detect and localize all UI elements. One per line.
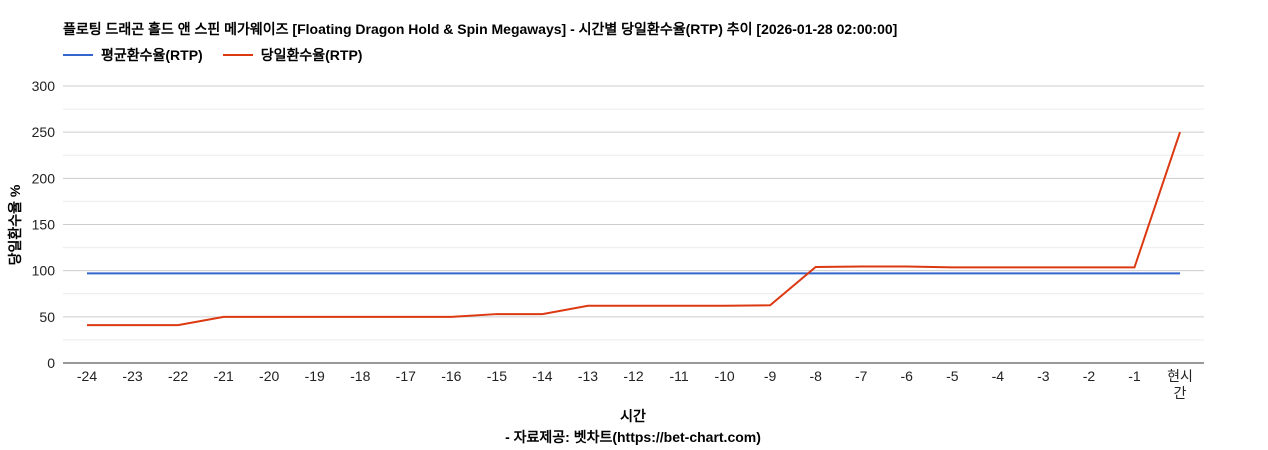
legend-label: 평균환수율(RTP) xyxy=(101,47,203,63)
x-tick-label: -3 xyxy=(1037,368,1050,384)
x-tick-label: -10 xyxy=(714,368,734,384)
x-tick-label: -5 xyxy=(946,368,959,384)
x-tick-label: -4 xyxy=(992,368,1005,384)
legend-swatch xyxy=(63,54,93,56)
legend-item-average[interactable]: 평균환수율(RTP) xyxy=(63,46,203,64)
x-tick-label: -2 xyxy=(1083,368,1096,384)
legend-item-daily[interactable]: 당일환수율(RTP) xyxy=(222,46,363,64)
x-tick-label: -24 xyxy=(77,368,97,384)
y-tick-label: 200 xyxy=(32,170,56,186)
y-tick-label: 50 xyxy=(39,309,55,325)
x-tick-label: -8 xyxy=(809,368,822,384)
x-tick-label: -22 xyxy=(168,368,188,384)
x-tick-label: -9 xyxy=(764,368,777,384)
legend: 평균환수율(RTP) 당일환수율(RTP) xyxy=(63,46,362,64)
x-tick-label: -1 xyxy=(1128,368,1141,384)
x-tick-label: -15 xyxy=(487,368,507,384)
x-tick-label: -18 xyxy=(350,368,370,384)
x-tick-label: -20 xyxy=(259,368,279,384)
y-tick-label: 300 xyxy=(32,78,56,94)
series-line-1 xyxy=(87,131,1181,327)
y-tick-label: 250 xyxy=(32,124,56,140)
x-tick-label: -23 xyxy=(122,368,142,384)
x-tick-label: -7 xyxy=(855,368,868,384)
x-tick-label: -21 xyxy=(214,368,234,384)
y-tick-label: 0 xyxy=(47,355,55,371)
x-tick-label: -16 xyxy=(441,368,461,384)
y-tick-label: 150 xyxy=(32,217,56,233)
x-tick-label: -12 xyxy=(623,368,643,384)
x-tick-label: -6 xyxy=(901,368,914,384)
y-axis-title: 당일환수율 % xyxy=(7,184,23,265)
x-tick-label: 현시 간 xyxy=(1167,368,1193,401)
legend-label: 당일환수율(RTP) xyxy=(260,47,363,63)
legend-swatch xyxy=(222,54,253,56)
chart-title: 플로팅 드래곤 홀드 앤 스핀 메가웨이즈 [Floating Dragon H… xyxy=(63,21,898,37)
x-tick-label: -11 xyxy=(669,368,688,384)
y-tick-label: 100 xyxy=(32,263,56,279)
x-tick-label: -19 xyxy=(305,368,325,384)
x-tick-label: -14 xyxy=(532,368,552,384)
source-credit: - 자료제공: 벳차트(https://bet-chart.com) xyxy=(505,429,761,445)
x-tick-label: -17 xyxy=(396,368,416,384)
x-axis-title: 시간 xyxy=(620,408,646,424)
x-tick-label: -13 xyxy=(578,368,598,384)
